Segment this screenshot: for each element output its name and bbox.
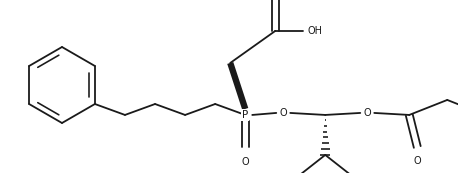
Text: P: P	[242, 110, 248, 120]
Text: OH: OH	[308, 26, 323, 36]
Text: O: O	[414, 156, 421, 166]
Text: O: O	[279, 108, 287, 118]
Text: O: O	[364, 108, 371, 118]
Text: O: O	[241, 157, 249, 167]
